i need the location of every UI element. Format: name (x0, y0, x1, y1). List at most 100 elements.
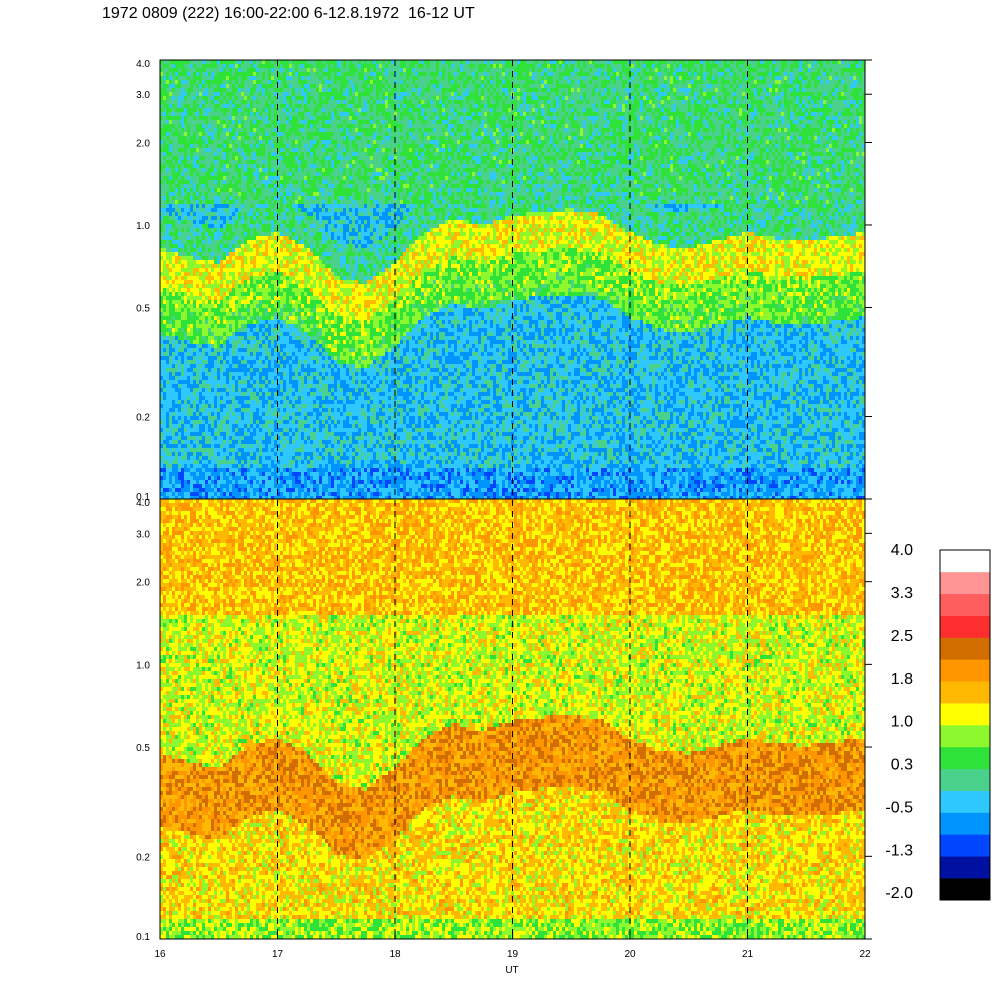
heatmap-cell (178, 324, 181, 328)
heatmap-cell (241, 388, 244, 392)
heatmap-cell (223, 436, 226, 440)
heatmap-cell (214, 416, 217, 420)
heatmap-cell (163, 412, 166, 416)
heatmap-cell (190, 92, 193, 96)
heatmap-cell (166, 180, 169, 184)
heatmap-cell (193, 428, 196, 432)
heatmap-cell (217, 296, 220, 300)
heatmap-cell (172, 260, 175, 264)
heatmap-cell (181, 228, 184, 232)
heatmap-cell (253, 436, 256, 440)
heatmap-cell (244, 308, 247, 312)
heatmap-cell (187, 440, 190, 444)
heatmap-cell (238, 276, 241, 280)
heatmap-cell (220, 220, 223, 224)
heatmap-cell (274, 64, 277, 68)
heatmap-cell (283, 208, 286, 212)
heatmap-cell (274, 432, 277, 436)
heatmap-cell (241, 128, 244, 132)
heatmap-cell (244, 128, 247, 132)
heatmap-cell (166, 136, 169, 140)
heatmap-cell (229, 256, 232, 260)
heatmap-cell (202, 164, 205, 168)
heatmap-cell (166, 436, 169, 440)
heatmap-cell (289, 300, 292, 304)
heatmap-cell (211, 276, 214, 280)
heatmap-cell (232, 284, 235, 288)
heatmap-cell (178, 212, 181, 216)
heatmap-cell (232, 156, 235, 160)
heatmap-cell (220, 100, 223, 104)
heatmap-cell (274, 188, 277, 192)
heatmap-cell (280, 324, 283, 328)
heatmap-cell (229, 132, 232, 136)
heatmap-cell (178, 92, 181, 96)
heatmap-cell (202, 412, 205, 416)
heatmap-cell (166, 244, 169, 248)
heatmap-cell (268, 184, 271, 188)
heatmap-cell (292, 92, 295, 96)
heatmap-cell (187, 388, 190, 392)
heatmap-cell (220, 376, 223, 380)
heatmap-cell (208, 404, 211, 408)
heatmap-cell (178, 448, 181, 452)
heatmap-cell (241, 212, 244, 216)
heatmap-cell (205, 140, 208, 144)
heatmap-cell (238, 464, 241, 468)
heatmap-cell (232, 204, 235, 208)
heatmap-cell (232, 252, 235, 256)
heatmap-cell (280, 344, 283, 348)
heatmap-cell (232, 324, 235, 328)
heatmap-cell (193, 96, 196, 100)
heatmap-cell (289, 452, 292, 456)
heatmap-cell (289, 320, 292, 324)
heatmap-cell (190, 164, 193, 168)
heatmap-cell (211, 384, 214, 388)
heatmap-cell (199, 436, 202, 440)
heatmap-cell (283, 304, 286, 308)
heatmap-cell (283, 412, 286, 416)
heatmap-cell (256, 392, 259, 396)
heatmap-cell (289, 488, 292, 492)
heatmap-cell (172, 392, 175, 396)
heatmap-cell (214, 292, 217, 296)
heatmap-cell (256, 368, 259, 372)
heatmap-cell (274, 116, 277, 120)
heatmap-cell (238, 296, 241, 300)
heatmap-cell (175, 344, 178, 348)
heatmap-cell (217, 396, 220, 400)
heatmap-cell (214, 164, 217, 168)
heatmap-cell (211, 420, 214, 424)
heatmap-cell (295, 196, 298, 200)
heatmap-cell (247, 396, 250, 400)
heatmap-cell (178, 176, 181, 180)
heatmap-cell (250, 400, 253, 404)
heatmap-cell (199, 180, 202, 184)
heatmap-cell (223, 132, 226, 136)
heatmap-cell (259, 292, 262, 296)
heatmap-cell (229, 144, 232, 148)
heatmap-cell (196, 80, 199, 84)
heatmap-cell (250, 160, 253, 164)
heatmap-cell (217, 120, 220, 124)
heatmap-cell (253, 84, 256, 88)
heatmap-cell (232, 216, 235, 220)
heatmap-cell (232, 64, 235, 68)
heatmap-cell (268, 280, 271, 284)
heatmap-cell (202, 180, 205, 184)
heatmap-cell (208, 260, 211, 264)
heatmap-cell (190, 360, 193, 364)
heatmap-cell (199, 172, 202, 176)
heatmap-cell (274, 420, 277, 424)
heatmap-cell (187, 300, 190, 304)
heatmap-cell (244, 372, 247, 376)
heatmap-cell (205, 204, 208, 208)
heatmap-cell (241, 268, 244, 272)
heatmap-cell (265, 352, 268, 356)
heatmap-cell (187, 392, 190, 396)
heatmap-cell (166, 424, 169, 428)
heatmap-cell (211, 160, 214, 164)
heatmap-cell (193, 488, 196, 492)
heatmap-cell (181, 84, 184, 88)
heatmap-cell (169, 368, 172, 372)
